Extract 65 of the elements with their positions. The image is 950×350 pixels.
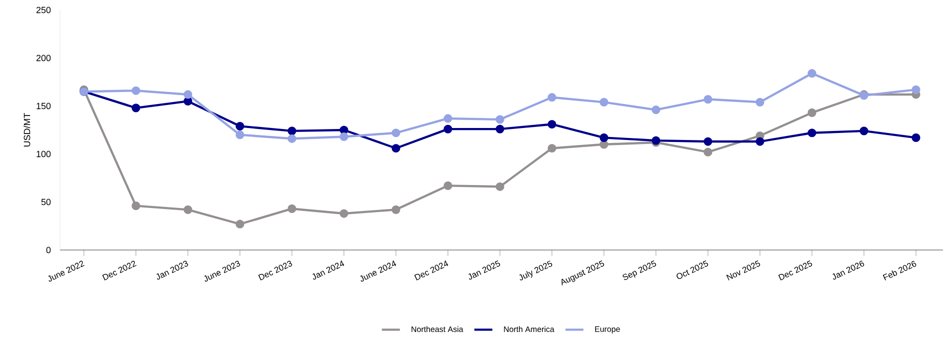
y-tick-label: 50	[41, 198, 51, 206]
point	[184, 90, 192, 99]
point	[600, 98, 608, 106]
point	[808, 69, 816, 78]
y-tick-label: 100	[36, 150, 51, 158]
point	[288, 204, 296, 214]
point	[756, 137, 764, 146]
point	[652, 106, 660, 114]
point	[340, 209, 348, 218]
point	[600, 140, 608, 149]
point	[860, 126, 868, 136]
point	[236, 220, 244, 228]
point	[288, 134, 296, 143]
point	[756, 98, 764, 106]
y-tick-label: 150	[36, 102, 51, 110]
x-tick-label: Dec 2022	[102, 260, 137, 280]
x-tick-label: June 2024	[360, 260, 396, 282]
point	[548, 144, 556, 153]
point	[912, 133, 920, 142]
point	[184, 205, 192, 214]
point	[392, 205, 400, 214]
x-tick-label: Jan 2025	[468, 260, 500, 280]
y-tick-label: 200	[36, 54, 51, 62]
point	[340, 126, 348, 134]
point	[288, 126, 296, 136]
x-tick-label: Jan 2026	[832, 260, 864, 280]
x-tick-label: Oct 2025	[676, 260, 708, 279]
point	[704, 94, 712, 104]
point	[704, 137, 712, 146]
point	[808, 128, 816, 138]
point	[548, 120, 556, 129]
y-axis-title: USD/MT	[24, 113, 30, 146]
x-tick-label: Dec 2024	[414, 260, 448, 280]
point	[496, 182, 504, 191]
x-tick-label: Jan 2024	[312, 260, 344, 280]
point	[340, 132, 348, 142]
point	[808, 108, 816, 118]
point	[132, 86, 140, 95]
x-tick-label: June 2022	[48, 260, 85, 282]
x-tick-label: Jan 2023	[156, 260, 188, 280]
point	[548, 93, 556, 102]
point	[496, 115, 504, 124]
point	[184, 96, 192, 106]
point	[392, 128, 400, 138]
point	[496, 124, 504, 134]
point	[132, 202, 140, 210]
x-tick-label: Nov 2025	[726, 260, 760, 280]
y-tick-label: 0	[46, 246, 51, 254]
point	[444, 181, 452, 190]
x-tick-label: July 2025	[519, 260, 552, 280]
point	[600, 133, 608, 142]
point	[912, 85, 920, 94]
point	[236, 130, 244, 140]
x-tick-label: Dec 2025	[778, 260, 812, 280]
point	[132, 104, 140, 112]
y-tick-label: 250	[36, 6, 51, 14]
point	[444, 114, 452, 123]
x-tick-label: Feb 2026	[882, 260, 916, 280]
x-tick-label: Dec 2023	[258, 260, 292, 280]
x-tick-label: June 2023	[204, 260, 240, 282]
point	[444, 124, 452, 134]
point	[236, 122, 244, 130]
point	[704, 148, 712, 156]
x-tick-label: Sep 2025	[622, 260, 656, 280]
point	[392, 144, 400, 153]
